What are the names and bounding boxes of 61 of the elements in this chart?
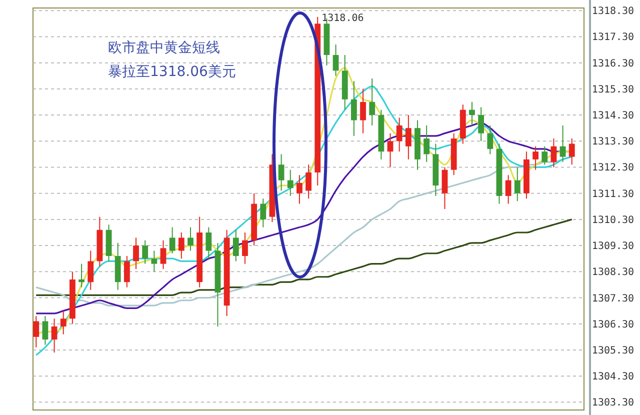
candlestick — [306, 164, 312, 200]
y-tick-label: 1308.30 — [592, 267, 634, 278]
candlestick — [287, 169, 294, 196]
candlestick — [160, 240, 166, 270]
candlestick — [424, 124, 430, 163]
candlestick — [206, 226, 212, 260]
y-tick-label: 1313.30 — [592, 136, 634, 148]
y-tick-label: 1317.30 — [592, 32, 634, 44]
candlestick — [514, 166, 520, 202]
candlestick — [260, 198, 266, 228]
candlestick — [169, 226, 176, 254]
y-tick-label: 1310.30 — [592, 214, 634, 226]
y-tick-label: 1304.30 — [592, 372, 634, 383]
candlestick — [242, 232, 248, 264]
candlestick — [33, 316, 40, 348]
candlestick — [124, 255, 130, 288]
annotation: 暴拉至1318.06美元 — [108, 64, 236, 80]
candlestick — [278, 154, 284, 192]
candlestick — [542, 146, 548, 166]
y-tick-label: 1312.30 — [592, 162, 634, 174]
candlestick — [142, 240, 148, 264]
annotation: 欧市盘中黄金短线 — [108, 40, 220, 56]
y-tick-label: 1305.30 — [592, 345, 634, 356]
candlestick — [88, 250, 94, 290]
candlestick — [505, 174, 512, 204]
annotation: 1318.06 — [322, 12, 364, 24]
y-tick-label: 1311.30 — [592, 188, 634, 200]
candlestick — [369, 78, 376, 126]
candlestick — [568, 138, 575, 166]
candlestick — [42, 316, 48, 346]
y-tick-label: 1307.30 — [592, 293, 634, 304]
y-tick-label: 1315.30 — [592, 84, 634, 96]
candlestick — [396, 117, 402, 152]
candlestick — [151, 250, 158, 272]
candlestick — [532, 146, 538, 170]
candlestick — [332, 44, 339, 76]
candlestick — [178, 232, 184, 260]
candlestick — [387, 132, 394, 168]
candlestick — [469, 101, 475, 126]
candlestick — [188, 226, 194, 252]
candlestick — [442, 166, 448, 210]
candlestick — [560, 124, 566, 163]
candlestick — [350, 80, 357, 136]
candlestick — [487, 124, 494, 155]
line-series — [35, 218, 573, 296]
y-tick-label: 1314.30 — [592, 110, 634, 122]
candlestick — [133, 237, 139, 270]
candlestick — [360, 88, 366, 134]
candlestick — [78, 263, 84, 288]
candlestick — [60, 310, 66, 335]
y-tick-label: 1316.30 — [592, 58, 634, 70]
y-tick-label: 1306.30 — [592, 319, 634, 330]
candlestick — [550, 138, 557, 168]
y-tick-label: 1309.30 — [592, 241, 634, 252]
candlestick — [405, 114, 412, 160]
y-tick-label: 1318.30 — [592, 6, 634, 18]
candlestick — [296, 174, 302, 204]
candlestick — [478, 106, 484, 142]
candlestick — [232, 229, 239, 262]
candlestick — [51, 318, 58, 354]
y-tick-label: 1303.30 — [592, 398, 634, 409]
